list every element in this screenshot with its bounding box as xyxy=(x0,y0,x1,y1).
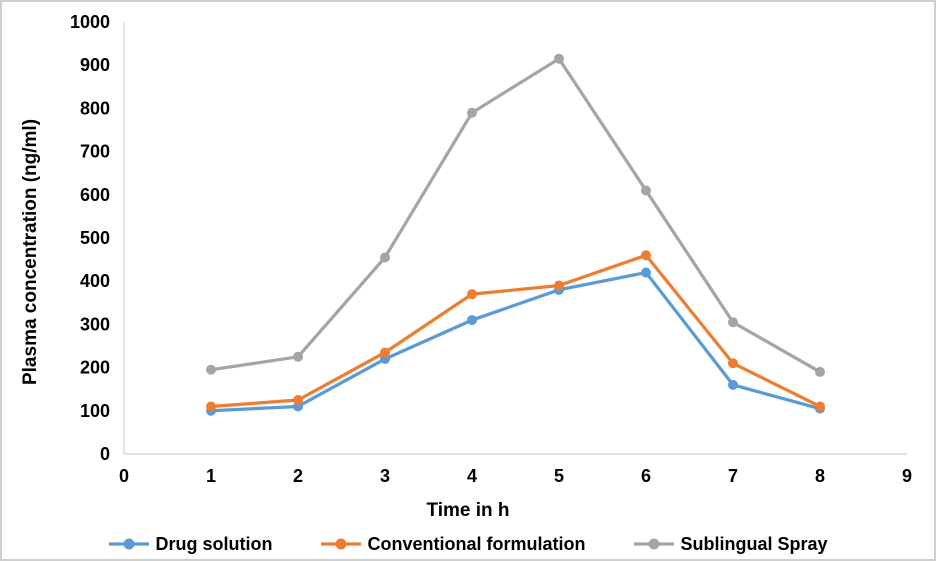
legend-label-conventional-formulation: Conventional formulation xyxy=(367,533,586,554)
data-point-sublingual-spray xyxy=(554,53,564,64)
data-point-conventional-formulation xyxy=(467,289,477,300)
data-point-conventional-formulation xyxy=(728,358,738,369)
data-point-conventional-formulation xyxy=(380,347,390,358)
y-tick-label: 300 xyxy=(80,314,110,334)
data-point-drug-solution xyxy=(728,379,738,390)
y-tick-label: 0 xyxy=(100,444,110,464)
y-tick-label: 100 xyxy=(80,401,110,421)
legend-dot xyxy=(335,538,347,550)
x-tick-label: 5 xyxy=(554,466,564,486)
x-tick-label: 0 xyxy=(119,466,129,486)
legend-label-sublingual-spray: Sublingual Spray xyxy=(680,533,828,554)
chart-legend: Drug solution Conventional formulation Sub… xyxy=(2,529,934,559)
data-point-conventional-formulation xyxy=(206,401,216,412)
y-tick-label: 200 xyxy=(80,358,110,378)
legend-marker-conventional-formulation xyxy=(321,538,362,550)
legend-item-sublingual-spray: Sublingual Spray xyxy=(633,533,828,555)
y-tick-label: 400 xyxy=(80,271,110,291)
y-tick-label: 600 xyxy=(80,185,110,205)
series-line-drug-solution xyxy=(209,270,822,413)
data-point-sublingual-spray xyxy=(641,185,651,196)
x-tick-label: 2 xyxy=(293,466,303,486)
y-tick-label: 500 xyxy=(80,228,110,248)
y-tick-label: 700 xyxy=(80,142,110,162)
series-line-sublingual-spray xyxy=(209,57,822,374)
x-tick-label: 4 xyxy=(467,466,477,486)
y-tick-label: 800 xyxy=(80,98,110,118)
x-tick-label: 7 xyxy=(728,466,738,486)
legend-label-drug-solution: Drug solution xyxy=(155,533,273,554)
x-tick-label: 6 xyxy=(641,466,651,486)
series-layer xyxy=(206,53,825,416)
x-axis-title: Time in h xyxy=(426,500,509,521)
y-tick-label: 1000 xyxy=(70,12,110,32)
data-point-conventional-formulation xyxy=(815,401,825,412)
legend-marker-drug-solution xyxy=(109,538,150,550)
x-tick-label: 9 xyxy=(902,466,912,486)
legend-item-drug-solution: Drug solution xyxy=(108,534,272,555)
data-point-conventional-formulation xyxy=(293,395,303,405)
series-line-conventional-formulation xyxy=(209,253,822,409)
legend-dot xyxy=(648,538,660,550)
data-point-sublingual-spray xyxy=(380,252,390,263)
axes-layer: 0 100 200 300 400 500 600 700 800 900 1000 0 1 2 3 4 5 6 7… xyxy=(70,12,912,486)
legend-marker-sublingual-spray xyxy=(634,538,675,550)
y-tick-label: 900 xyxy=(80,55,110,75)
y-axis-title: Plasma concentration (ng/ml) xyxy=(20,119,41,385)
x-tick-label: 3 xyxy=(380,466,390,486)
data-point-conventional-formulation xyxy=(641,250,651,261)
data-point-sublingual-spray xyxy=(293,351,303,362)
data-point-drug-solution xyxy=(467,315,477,326)
data-point-drug-solution xyxy=(641,267,651,278)
data-point-sublingual-spray xyxy=(467,107,477,118)
x-tick-label: 1 xyxy=(206,466,216,486)
legend-dot xyxy=(123,538,135,550)
data-point-conventional-formulation xyxy=(554,280,564,291)
legend-item-conventional-formulation: Conventional formulation xyxy=(320,534,585,555)
data-point-sublingual-spray xyxy=(815,366,825,377)
data-point-sublingual-spray xyxy=(728,317,738,328)
x-tick-label: 8 xyxy=(815,466,825,486)
data-point-sublingual-spray xyxy=(206,364,216,375)
